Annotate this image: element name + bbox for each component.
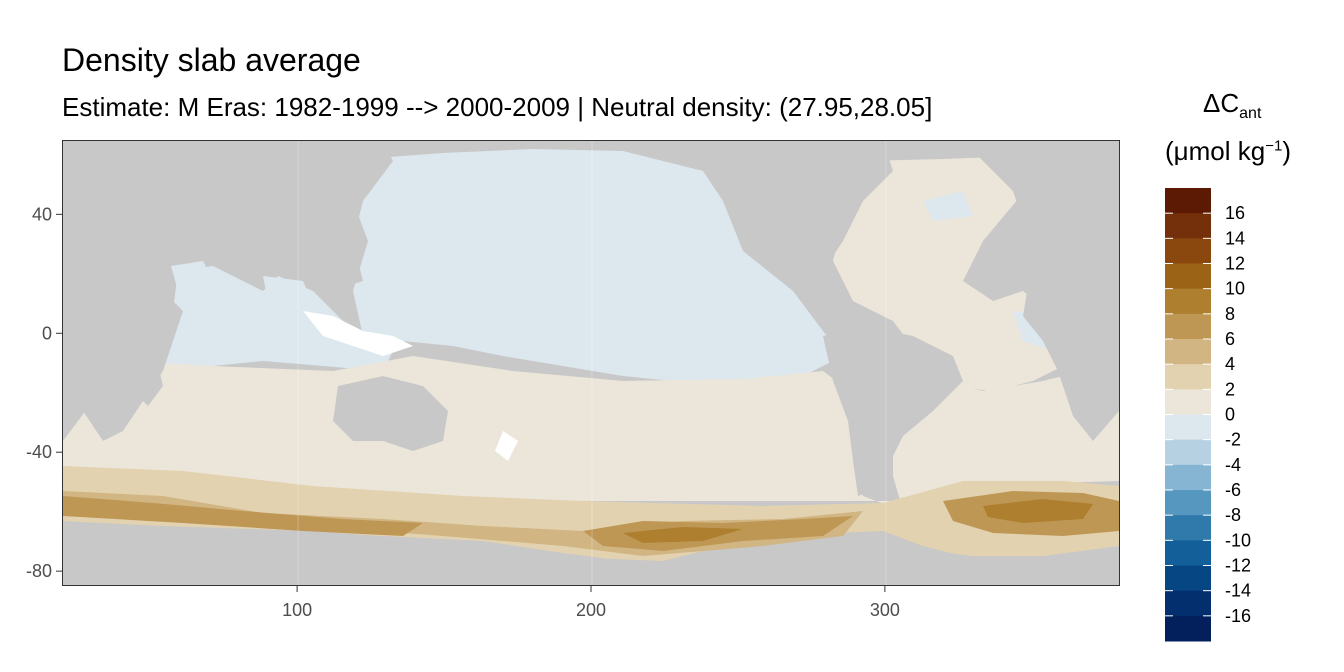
land-newzealand bbox=[495, 431, 518, 461]
colorbar-swatch bbox=[1165, 288, 1211, 315]
y-tick-label: -80 bbox=[26, 561, 52, 581]
legend-title-units: (μmol kg−1) bbox=[1165, 136, 1291, 166]
map-panel bbox=[62, 140, 1120, 586]
chart-subtitle: Estimate: M Eras: 1982-1999 --> 2000-200… bbox=[62, 92, 933, 122]
colorbar-label: -8 bbox=[1225, 505, 1241, 525]
colorbar-swatch bbox=[1165, 389, 1211, 415]
colorbar-label: 14 bbox=[1225, 228, 1245, 248]
colorbar-label: 4 bbox=[1225, 354, 1235, 374]
colorbar-label: 0 bbox=[1225, 405, 1235, 425]
colorbar-label: -4 bbox=[1225, 455, 1241, 475]
colorbar-label: 2 bbox=[1225, 379, 1235, 399]
colorbar-label: -2 bbox=[1225, 430, 1241, 450]
x-tick-label: 100 bbox=[282, 600, 312, 620]
region-north-pacific bbox=[353, 149, 843, 381]
colorbar-label: 6 bbox=[1225, 329, 1235, 349]
colorbar-swatch bbox=[1165, 263, 1211, 290]
colorbar-swatch bbox=[1165, 565, 1211, 592]
colorbar-swatch bbox=[1165, 464, 1211, 491]
land-madagascar bbox=[138, 366, 163, 406]
colorbar-label: -12 bbox=[1225, 556, 1251, 576]
land-south-america bbox=[823, 326, 963, 496]
colorbar-label: -6 bbox=[1225, 480, 1241, 500]
colorbar-swatch bbox=[1165, 339, 1211, 365]
ocean-fields bbox=[63, 141, 1119, 585]
colorbar-swatch bbox=[1165, 364, 1211, 390]
chart-title: Density slab average bbox=[62, 42, 361, 78]
colorbar-swatch bbox=[1165, 414, 1211, 441]
y-tick-label: -40 bbox=[26, 442, 52, 462]
colorbar-swatch bbox=[1165, 615, 1211, 642]
region-weddell-core bbox=[983, 499, 1093, 523]
region-bengal bbox=[263, 276, 318, 326]
x-axis: 100 200 300 bbox=[282, 586, 900, 620]
grid-lines bbox=[297, 141, 887, 585]
colorbar-swatch bbox=[1165, 213, 1211, 239]
land-asia bbox=[63, 141, 393, 291]
y-tick-label: 0 bbox=[42, 323, 52, 343]
colorbar-swatch bbox=[1165, 188, 1211, 214]
colorbar-label: 8 bbox=[1225, 304, 1235, 324]
legend-title-symbol: ΔCant bbox=[1203, 88, 1262, 123]
colorbar-label: 16 bbox=[1225, 203, 1245, 223]
colorbar-label: 12 bbox=[1225, 254, 1245, 274]
region-atlantic-blue bbox=[923, 191, 973, 221]
region-indonesia bbox=[303, 311, 413, 356]
region-ross-core bbox=[623, 527, 743, 543]
colorbar-swatch bbox=[1165, 238, 1211, 264]
land-australia bbox=[333, 376, 448, 451]
map-svg bbox=[63, 141, 1119, 585]
region-west-indian-dark bbox=[63, 496, 423, 536]
x-tick-label: 200 bbox=[576, 600, 606, 620]
land-europe bbox=[963, 141, 1119, 261]
colorbar-swatch bbox=[1165, 590, 1211, 617]
land-antarctica bbox=[63, 531, 1119, 585]
y-tick-label: 40 bbox=[32, 204, 52, 224]
region-southern-band bbox=[63, 466, 1119, 561]
colorbar-swatch bbox=[1165, 490, 1211, 516]
colorbar-label: -14 bbox=[1225, 581, 1251, 601]
colorbar-label: -10 bbox=[1225, 530, 1251, 550]
colorbar-label: -16 bbox=[1225, 606, 1251, 626]
colorbar-swatch bbox=[1165, 313, 1211, 340]
land-north-america bbox=[703, 141, 893, 271]
region-north-atlantic bbox=[833, 156, 1073, 391]
land-africa-east bbox=[1023, 251, 1119, 441]
y-axis: 40 0 -40 -80 bbox=[26, 204, 62, 581]
region-arabian bbox=[171, 261, 223, 316]
colorbar-swatch bbox=[1165, 439, 1211, 466]
colorbar-label: 10 bbox=[1225, 279, 1245, 299]
colorbar-swatch bbox=[1165, 540, 1211, 566]
x-tick-label: 300 bbox=[870, 600, 900, 620]
colorbar-swatch bbox=[1165, 515, 1211, 541]
